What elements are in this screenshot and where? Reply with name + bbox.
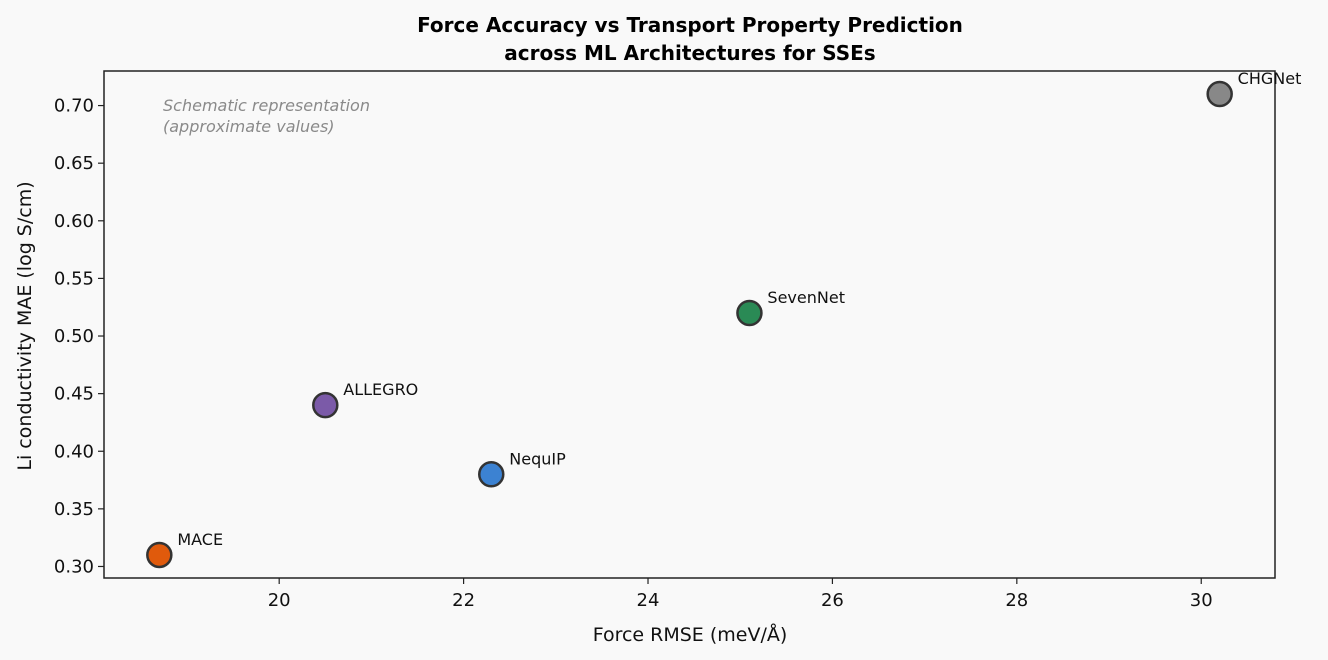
point-label-allegro: ALLEGRO — [343, 380, 418, 399]
x-axis-label: Force RMSE (meV/Å) — [593, 623, 788, 646]
point-label-mace: MACE — [177, 530, 223, 549]
x-tick-label: 30 — [1190, 590, 1213, 611]
y-axis-ticks: 0.30 0.35 0.40 0.45 0.50 0.55 0.60 0.65 0.70 — [54, 96, 104, 577]
x-axis-ticks: 20 22 24 26 28 30 — [268, 578, 1213, 611]
chart-title-line2: across ML Architectures for SSEs — [504, 41, 875, 65]
x-tick-label: 28 — [1005, 590, 1028, 611]
point-label-nequip: NequIP — [509, 449, 566, 468]
y-tick-label: 0.30 — [54, 556, 94, 577]
annotation-line1: Schematic representation — [163, 96, 370, 115]
y-tick-label: 0.50 — [54, 326, 94, 347]
x-tick-label: 24 — [637, 590, 660, 611]
y-tick-label: 0.65 — [54, 153, 94, 174]
y-tick-label: 0.55 — [54, 268, 94, 289]
data-point-nequip — [478, 461, 505, 488]
chart-title-line1: Force Accuracy vs Transport Property Pre… — [417, 13, 963, 37]
plot-area — [103, 70, 1276, 579]
y-tick-label: 0.70 — [54, 96, 94, 117]
y-tick-label: 0.40 — [54, 441, 94, 462]
x-tick-label: 26 — [821, 590, 844, 611]
y-axis-label: Li conductivity MAE (log S/cm) — [14, 181, 36, 470]
x-tick-label: 22 — [452, 590, 475, 611]
point-label-sevennet: SevenNet — [767, 288, 845, 307]
point-label-chgnet: CHGNet — [1238, 69, 1302, 88]
x-tick-label: 20 — [268, 590, 291, 611]
data-point-sevennet — [736, 299, 763, 327]
data-point-chgnet — [1206, 80, 1233, 108]
y-tick-label: 0.35 — [54, 499, 94, 520]
y-tick-label: 0.60 — [54, 211, 94, 232]
data-point-allegro — [312, 391, 339, 419]
y-tick-label: 0.45 — [54, 384, 94, 405]
data-point-mace — [146, 541, 173, 569]
annotation-line2: (approximate values) — [163, 117, 335, 136]
data-points: MACE ALLEGRO NequIP SevenNet CHGNet — [146, 69, 1302, 569]
